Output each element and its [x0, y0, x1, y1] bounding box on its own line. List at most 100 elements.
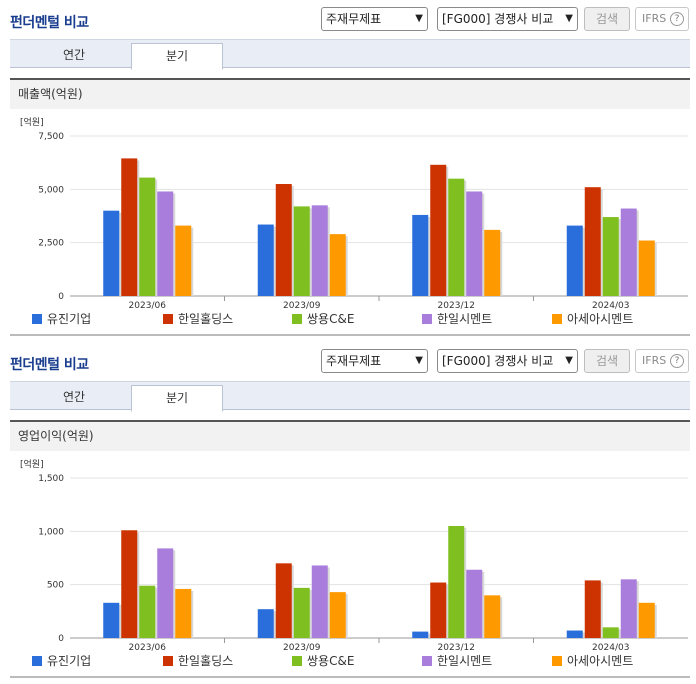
chart-legend: 유진기업 한일홀딩스 쌍용C&E 한일시멘트 아세아시멘트 — [10, 310, 690, 330]
tab-quarterly[interactable]: 분기 — [131, 43, 223, 70]
bar[interactable] — [584, 580, 601, 638]
y-tick-label: 1,000 — [38, 527, 64, 537]
bar[interactable] — [329, 592, 346, 638]
legend-label: 쌍용C&E — [307, 654, 355, 668]
section-title: 영업이익(억원) — [10, 420, 690, 451]
x-tick-label: 2023/06 — [129, 301, 167, 309]
legend-item[interactable]: 유진기업 — [32, 310, 91, 328]
bar[interactable] — [484, 229, 501, 296]
bar[interactable] — [157, 191, 174, 296]
x-tick-label: 2023/09 — [283, 301, 321, 309]
fundamental-compare-panel-operating-profit: 펀더멘털 비교 주재무제표 ▼ [FG000] 경쟁사 비교 ▼ 검색 IFRS? 연간 분기 영… — [10, 342, 690, 684]
legend-item[interactable]: 아세아시멘트 — [552, 310, 633, 328]
bar[interactable] — [448, 178, 465, 296]
y-tick-label: 2,500 — [38, 239, 64, 249]
x-tick-label: 2023/06 — [129, 643, 167, 651]
chart-svg: [억원] 0 500 1,000 1,500 2023/06 2023/09 2023/12 2… — [20, 458, 688, 653]
bar[interactable] — [566, 630, 583, 638]
legend-label: 한일홀딩스 — [178, 654, 234, 668]
legend-swatch — [422, 314, 432, 324]
bar[interactable] — [175, 588, 192, 638]
bar[interactable] — [412, 214, 429, 296]
period-tabs: 연간 분기 — [10, 39, 690, 70]
y-tick-label: 0 — [58, 634, 64, 644]
bar[interactable] — [121, 158, 138, 296]
bar[interactable] — [139, 585, 156, 638]
ifrs-toggle[interactable]: IFRS? — [635, 7, 689, 31]
bar[interactable] — [311, 205, 328, 296]
ifrs-toggle[interactable]: IFRS? — [635, 349, 689, 373]
chevron-down-icon: ▼ — [415, 13, 423, 24]
bar[interactable] — [103, 210, 120, 296]
legend-label: 아세아시멘트 — [567, 312, 634, 326]
tab-annual[interactable]: 연간 — [62, 48, 86, 62]
tab-annual[interactable]: 연간 — [62, 390, 86, 404]
bar[interactable] — [175, 225, 192, 296]
bar[interactable] — [448, 526, 465, 638]
bar[interactable] — [466, 191, 483, 296]
legend-label: 유진기업 — [47, 312, 92, 326]
bar[interactable] — [103, 602, 120, 638]
legend-label: 한일시멘트 — [437, 312, 493, 326]
bar[interactable] — [484, 595, 501, 638]
peer-group-select[interactable]: [FG000] 경쟁사 비교 ▼ — [437, 7, 578, 31]
bar[interactable] — [275, 563, 292, 638]
statement-type-select[interactable]: 주재무제표 ▼ — [321, 349, 428, 373]
search-button[interactable]: 검색 — [584, 349, 630, 373]
bar[interactable] — [620, 208, 637, 296]
bar[interactable] — [275, 184, 292, 296]
legend-item[interactable]: 유진기업 — [32, 652, 91, 670]
search-button[interactable]: 검색 — [584, 7, 630, 31]
legend-swatch — [552, 314, 562, 324]
bar[interactable] — [430, 582, 447, 638]
help-icon[interactable]: ? — [670, 12, 684, 26]
y-tick-label: 0 — [58, 292, 64, 302]
legend-label: 한일홀딩스 — [178, 312, 234, 326]
bar[interactable] — [257, 224, 274, 296]
ifrs-label: IFRS — [642, 354, 667, 367]
panel-title: 펀더멘털 비교 — [10, 357, 89, 373]
bar[interactable] — [293, 587, 310, 638]
y-unit-label: [억원] — [20, 116, 44, 128]
bar[interactable] — [466, 569, 483, 638]
legend-swatch — [422, 656, 432, 666]
chart-legend: 유진기업 한일홀딩스 쌍용C&E 한일시멘트 아세아시멘트 — [10, 652, 690, 672]
tab-quarterly[interactable]: 분기 — [131, 385, 223, 412]
bar[interactable] — [157, 548, 174, 638]
bar[interactable] — [620, 579, 637, 638]
statement-type-select[interactable]: 주재무제표 ▼ — [321, 7, 428, 31]
bar[interactable] — [311, 565, 328, 638]
bar[interactable] — [638, 240, 655, 296]
legend-label: 유진기업 — [47, 654, 92, 668]
legend-item[interactable]: 한일홀딩스 — [163, 310, 233, 328]
legend-swatch — [32, 314, 42, 324]
bar[interactable] — [602, 627, 619, 638]
bar[interactable] — [412, 631, 429, 638]
y-unit-label: [억원] — [20, 458, 44, 470]
bar[interactable] — [139, 177, 156, 296]
peer-group-select[interactable]: [FG000] 경쟁사 비교 ▼ — [437, 349, 578, 373]
help-icon[interactable]: ? — [670, 354, 684, 368]
legend-item[interactable]: 한일홀딩스 — [163, 652, 233, 670]
bar[interactable] — [121, 530, 138, 638]
period-tabs: 연간 분기 — [10, 381, 690, 412]
x-tick-label: 2023/12 — [438, 301, 475, 309]
legend-item[interactable]: 아세아시멘트 — [552, 652, 633, 670]
bar[interactable] — [638, 602, 655, 638]
legend-item[interactable]: 한일시멘트 — [422, 652, 492, 670]
legend-item[interactable]: 쌍용C&E — [292, 652, 354, 670]
y-tick-label: 7,500 — [38, 132, 64, 142]
legend-swatch — [292, 656, 302, 666]
legend-item[interactable]: 쌍용C&E — [292, 310, 354, 328]
legend-item[interactable]: 한일시멘트 — [422, 310, 492, 328]
bar[interactable] — [602, 217, 619, 296]
bar[interactable] — [257, 609, 274, 638]
bar[interactable] — [566, 225, 583, 296]
bar[interactable] — [584, 187, 601, 296]
bar[interactable] — [430, 164, 447, 296]
bar[interactable] — [329, 234, 346, 296]
legend-swatch — [32, 656, 42, 666]
bar[interactable] — [293, 206, 310, 296]
x-tick-label: 2024/03 — [592, 301, 629, 309]
bar-chart: [억원] 0 2,500 5,000 7,500 2023/06 2023/09 2023/1… — [10, 109, 690, 311]
